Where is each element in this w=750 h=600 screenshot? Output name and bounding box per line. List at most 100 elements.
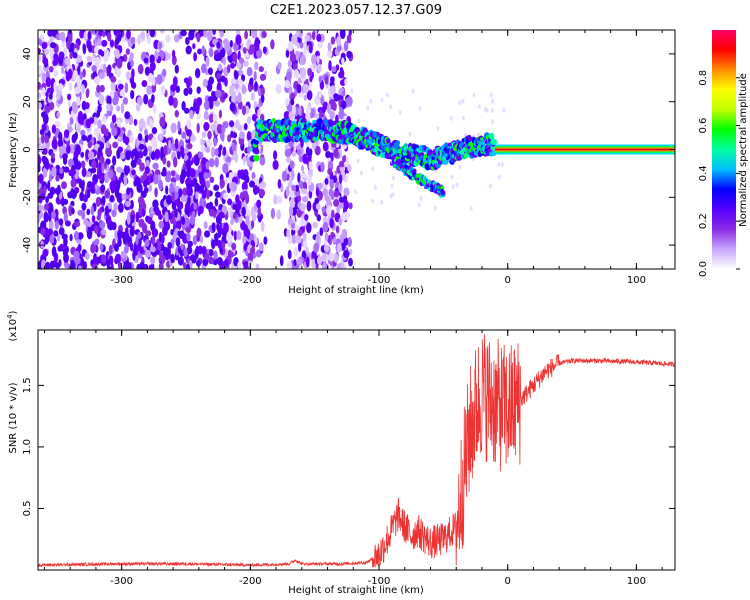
- spectrogram-cell: [184, 107, 190, 114]
- x-tick-label: -300: [110, 275, 133, 286]
- spectrogram-cell: [203, 100, 210, 111]
- spectrogram-cell: [158, 179, 164, 191]
- spectrogram-cell: [180, 168, 187, 180]
- spectrogram-cell: [158, 41, 163, 49]
- spectrogram-cell: [152, 162, 159, 170]
- spectrogram-cell: [81, 134, 87, 142]
- spectrogram-cell: [77, 232, 84, 240]
- spectrogram-cell: [113, 202, 118, 212]
- spectrogram-cell: [69, 143, 75, 154]
- spectrogram-cell: [302, 232, 307, 242]
- spectrogram-cell: [90, 243, 96, 254]
- spectrogram-cell: [117, 83, 124, 90]
- spectrogram-cell: [366, 105, 370, 111]
- spectrogram-cell: [101, 30, 106, 38]
- spectrogram-cell: [61, 233, 68, 240]
- spectrogram-cell: [316, 231, 320, 242]
- spectrogram-cell: [173, 34, 180, 43]
- y-tick-label: -40: [22, 237, 33, 253]
- spectrogram-cell: [301, 187, 308, 195]
- spectrogram-cell: [224, 77, 228, 87]
- spectrogram-cell: [373, 184, 377, 190]
- signal-cell: [441, 190, 446, 195]
- spectrogram-cell: [226, 64, 231, 74]
- spectrogram-cell: [109, 39, 115, 48]
- spectrogram-cell: [216, 223, 220, 231]
- spectrogram-cell: [182, 262, 187, 269]
- spectrogram-cell: [246, 116, 252, 124]
- spectrogram-cell: [53, 53, 59, 61]
- spectrogram-cell: [100, 184, 106, 193]
- spectrogram-cell: [97, 146, 103, 155]
- spectrogram-cell: [47, 180, 51, 192]
- spectrogram-cell: [83, 218, 89, 226]
- spectrogram-cell: [180, 30, 187, 37]
- spectrogram-cell: [294, 188, 301, 197]
- spectrogram-cell: [297, 195, 302, 202]
- spectrogram-cell: [241, 206, 246, 217]
- spectrogram-cell: [100, 50, 105, 57]
- spectrogram-cell: [183, 87, 189, 97]
- spectrogram-cell: [244, 30, 248, 40]
- spectrogram-cell: [62, 153, 68, 160]
- spectrogram-cell: [204, 230, 211, 238]
- spectrogram-cell: [158, 220, 165, 229]
- spectrogram-cell: [85, 118, 91, 129]
- spectrogram-cell: [257, 205, 261, 217]
- spectrogram-cell: [194, 102, 200, 113]
- spectrogram-cell: [164, 211, 169, 223]
- spectrogram-cell: [343, 249, 350, 259]
- spectrogram-cell: [240, 220, 246, 231]
- spectrogram-cell: [242, 234, 247, 245]
- spectrogram-cell: [237, 169, 243, 179]
- spectrogram-cell: [232, 211, 237, 220]
- spectrogram-cell: [136, 182, 143, 193]
- spectrogram-cell: [308, 90, 312, 101]
- spectrogram-cell: [48, 173, 53, 182]
- colorbar-tick-label: 0.8: [698, 70, 709, 86]
- spectrogram-cell: [52, 59, 57, 67]
- snr-multiplier: (x104): [6, 310, 19, 341]
- spectrogram-cell: [86, 208, 91, 216]
- spectrogram-cell: [117, 202, 124, 213]
- x-tick-label: -200: [239, 576, 262, 587]
- spectrogram-cell: [233, 230, 238, 241]
- spectrogram-cell: [138, 143, 145, 150]
- spectrogram-cell: [190, 135, 197, 142]
- spectrogram-cell: [63, 212, 68, 223]
- spectrogram-cell: [95, 126, 100, 138]
- spectrogram-cell: [216, 52, 222, 61]
- spectrogram-cell: [53, 69, 58, 78]
- spectrogram-cell: [231, 154, 236, 161]
- spectrogram-cell: [69, 51, 73, 60]
- spectrogram-cell: [436, 126, 440, 132]
- spectrogram-cell: [166, 160, 171, 168]
- spectrogram-cell: [44, 135, 50, 144]
- spectrogram-cell: [198, 170, 204, 181]
- spectrogram-cell: [159, 116, 166, 128]
- spectrogram-cell: [107, 169, 114, 179]
- spectrogram-cell: [303, 94, 307, 101]
- spectrogram-cell: [338, 196, 345, 203]
- spectrogram-cell: [225, 156, 232, 163]
- spectrogram-cell: [207, 130, 212, 140]
- spectrogram-cell: [315, 203, 321, 211]
- spectrogram-cell: [341, 57, 345, 65]
- spectrogram-cell: [301, 196, 309, 203]
- spectrogram-cell: [87, 134, 92, 141]
- spectrogram-cell: [348, 257, 353, 267]
- spectrogram-cell: [148, 264, 153, 269]
- spectrogram-cell: [165, 194, 173, 205]
- spectrogram-cell: [315, 112, 320, 120]
- spectrogram-cell: [38, 144, 43, 152]
- spectrogram-cell: [380, 97, 384, 103]
- spectrogram-cell: [346, 96, 353, 106]
- spectrogram-cell: [93, 76, 101, 85]
- spectrogram-cell: [284, 149, 292, 158]
- spectrogram-cell: [320, 161, 325, 173]
- spectrogram-cell: [107, 32, 112, 42]
- spectrogram-cell: [168, 95, 174, 106]
- spectrogram-cell: [169, 183, 174, 191]
- spectrogram-cell: [180, 243, 184, 250]
- spectrogram-cell: [192, 43, 196, 50]
